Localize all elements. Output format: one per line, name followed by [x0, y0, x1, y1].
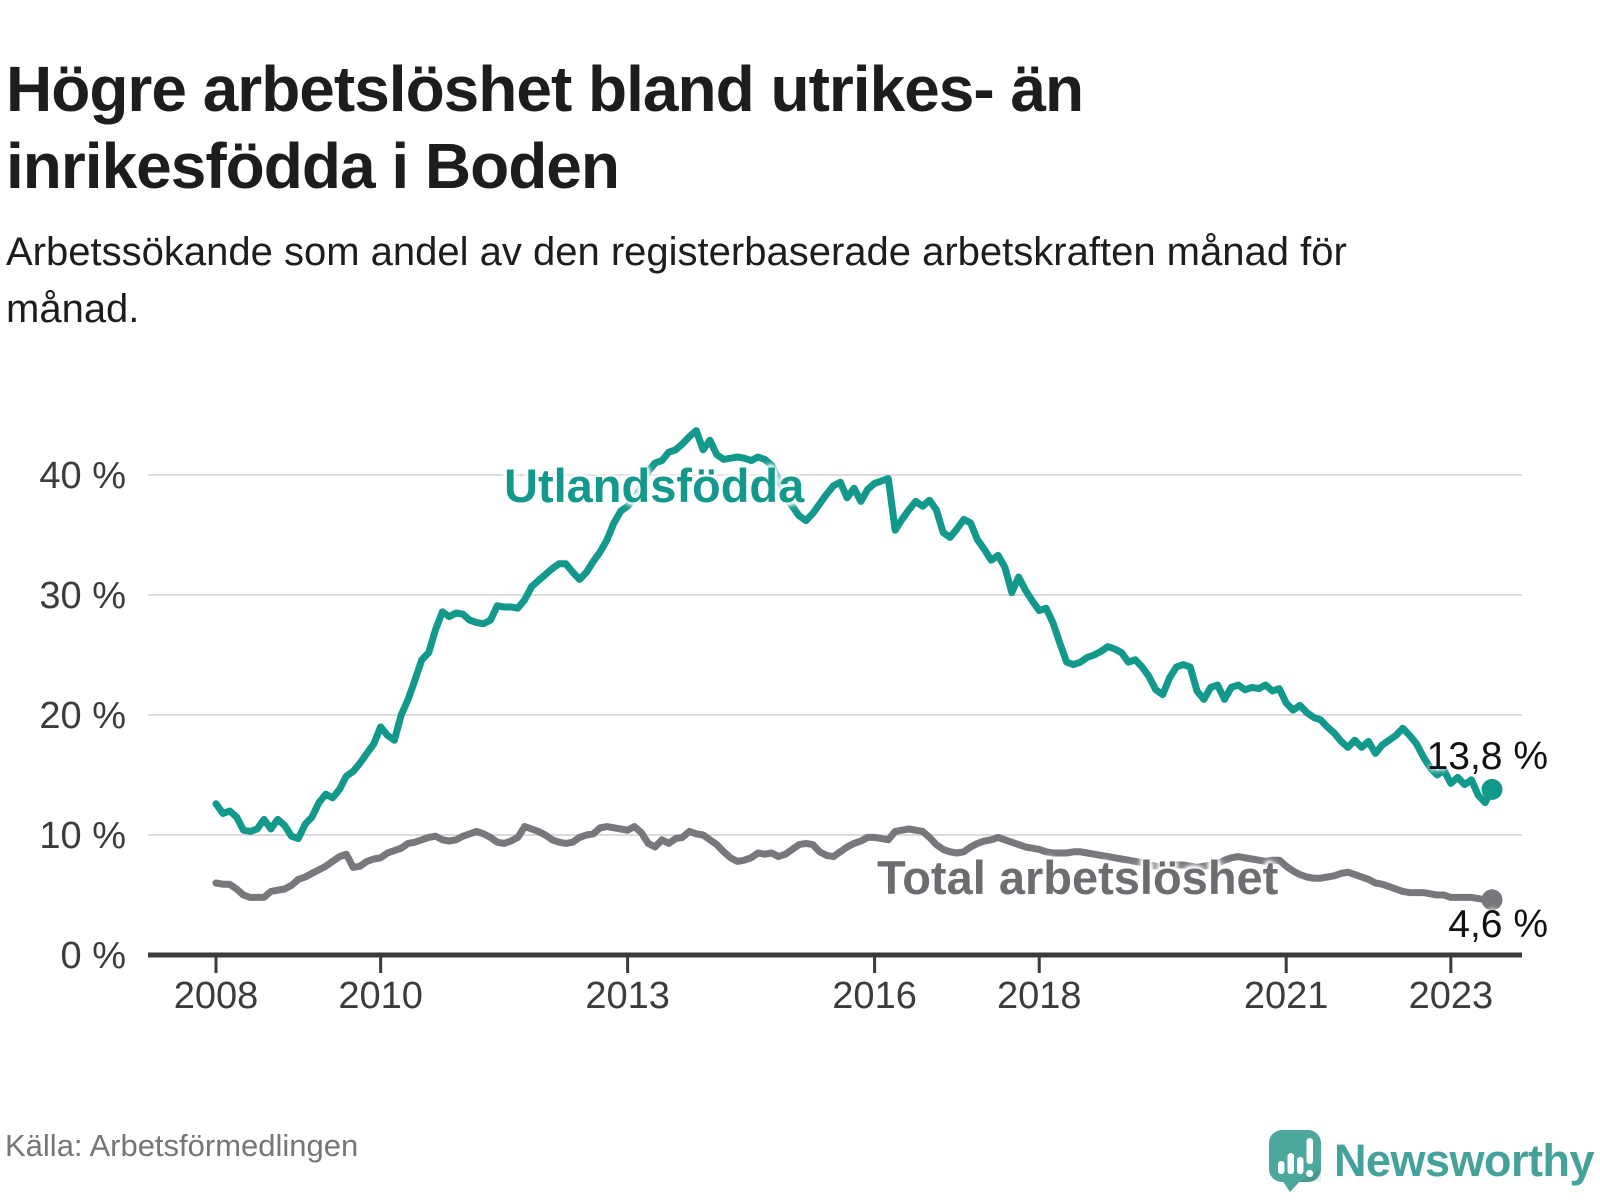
series-end-dot-total-arbetsl-shet	[1481, 889, 1503, 911]
series-label-total-arbetsloshet: Total arbetslöshet	[877, 851, 1279, 904]
page-subtitle: Arbetssökande som andel av den registerb…	[6, 230, 1347, 332]
brand-wordmark: Newsworthy	[1333, 1135, 1595, 1186]
x-tick-label: 2013	[585, 975, 670, 1017]
source-note: Källa: Arbetsförmedlingen	[5, 1128, 359, 1163]
end-value-total: 4,6 %	[1448, 903, 1548, 946]
series-line-total-arbetsl-shet	[212, 823, 1496, 904]
y-tick-label: 40 %	[39, 455, 126, 497]
newsworthy-logo-icon	[1268, 1130, 1321, 1192]
brand-lockup: Newsworthy	[1268, 1130, 1595, 1192]
x-tick-label: 2021	[1244, 975, 1329, 1017]
end-value-utlandsfodda: 13,8 %	[1426, 735, 1548, 778]
x-tick-label: 2023	[1409, 975, 1494, 1017]
y-tick-label: 30 %	[39, 575, 126, 617]
x-tick-label: 2008	[174, 975, 259, 1017]
y-tick-label: 10 %	[39, 815, 126, 857]
series-line-utlandsf-dda	[212, 427, 1496, 843]
x-tick-label: 2010	[338, 975, 423, 1017]
x-tick-label: 2016	[832, 975, 917, 1017]
series-end-dot-utlandsf-dda	[1481, 778, 1503, 800]
series-label-utlandsfodda: Utlandsfödda	[504, 459, 805, 512]
y-tick-label: 0 %	[61, 935, 126, 977]
y-tick-label: 20 %	[39, 695, 126, 737]
page-title: Högre arbetslöshet bland utrikes- än inr…	[6, 52, 1084, 202]
x-tick-label: 2018	[997, 975, 1082, 1017]
